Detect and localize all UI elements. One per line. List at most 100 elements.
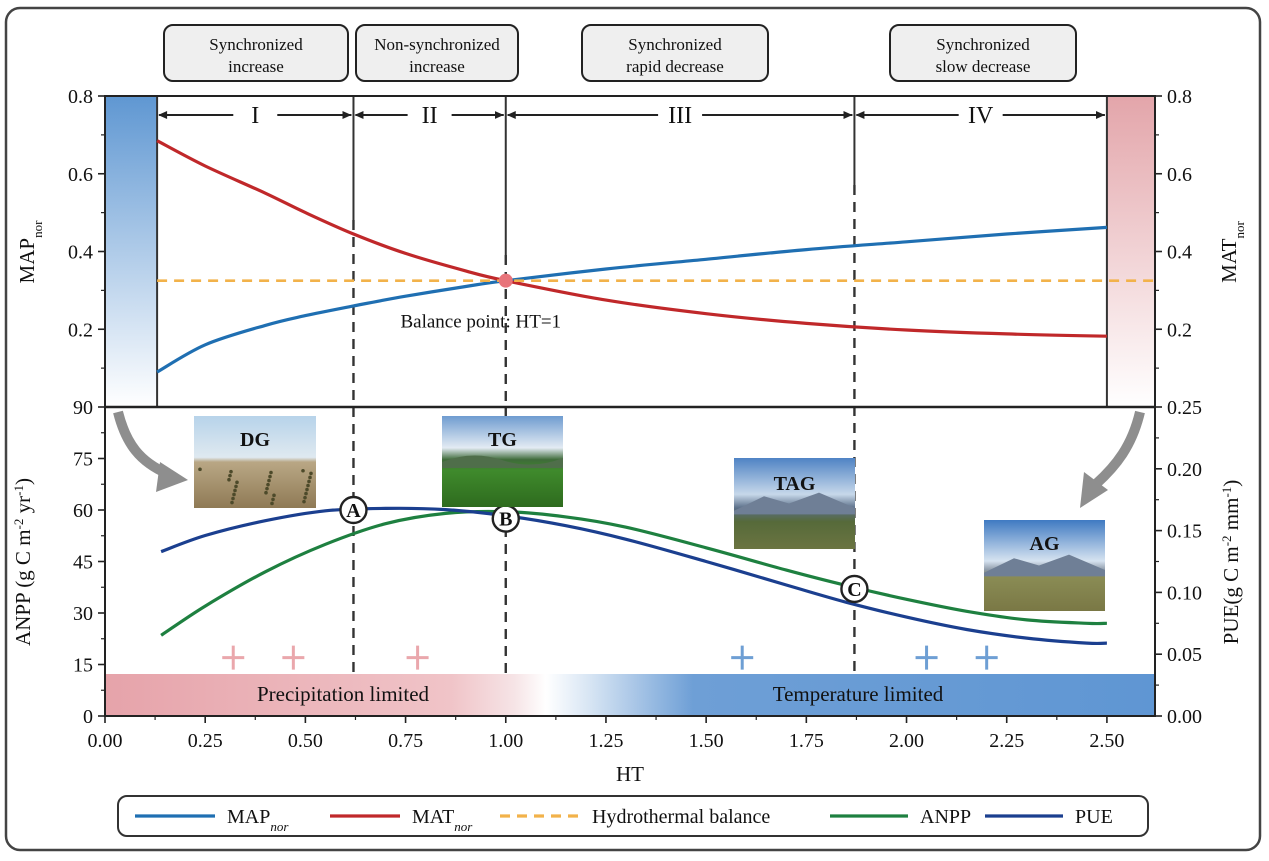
shrub-dot [231, 496, 235, 501]
phase-box: Synchronized increase [163, 24, 349, 82]
y-tick-label-left-top: 0.8 [68, 86, 93, 108]
mountain-shape [734, 492, 855, 515]
point-marker-label: A [346, 500, 361, 522]
plus-marker [406, 645, 429, 670]
y-tick-label-left-top: 0.2 [68, 319, 93, 341]
legend-label: MAPnor [227, 806, 289, 834]
shrub-dot [303, 495, 307, 500]
y-axis-label-anpp: ANPP (g C m-2 yr-1) [11, 478, 36, 646]
x-tick-label: 1.50 [689, 730, 724, 752]
hill-shape [442, 455, 563, 468]
shrub-dot [309, 471, 313, 476]
y-tick-label-right-bottom: 0.20 [1167, 459, 1202, 481]
y-tick-label-left-bottom: 90 [73, 397, 93, 419]
photo-tg: TG [442, 416, 563, 507]
mat-gradient-column [1106, 96, 1155, 407]
photo-tag: TAG [734, 458, 855, 549]
x-tick-label: 0.75 [388, 730, 423, 752]
y-tick-label-left-top: 0.4 [68, 242, 93, 264]
shrub-dot [228, 473, 232, 478]
y-tick-label-left-top: 0.6 [68, 164, 93, 186]
shrub-dot [227, 477, 231, 482]
shrub-dot [233, 488, 237, 493]
shrub-dot [269, 470, 273, 475]
point-marker-circle [840, 574, 869, 604]
x-tick-label: 0.25 [188, 730, 223, 752]
legend-label: ANPP [920, 806, 971, 828]
shrub-dot [304, 491, 308, 496]
photo-label: AG [1030, 533, 1060, 555]
plus-marker [222, 645, 245, 670]
shrub-dot [264, 490, 268, 495]
shrub-dot [272, 493, 276, 498]
phase-box: Non-synchronized increase [355, 24, 519, 82]
y-tick-label-left-bottom: 60 [73, 500, 93, 522]
shrub-dot [232, 492, 236, 497]
background-layer [105, 96, 1155, 716]
limitation-band [105, 674, 1155, 716]
phase-label-line1: Non-synchronized [374, 35, 500, 54]
legend-label: PUE [1075, 806, 1113, 828]
legend-label: MATnor [412, 806, 473, 834]
y-tick-label-right-top: 0.8 [1167, 86, 1192, 108]
y-axis-label-map: MAPnor [15, 220, 45, 284]
annotation-layer: Balance point: HT=1 Synchronized increase I… [113, 24, 1145, 706]
phase-box-frame [355, 24, 519, 82]
phase-box: Synchronized rapid decrease [581, 24, 769, 82]
y-tick-label-left-bottom: 45 [73, 552, 93, 574]
y-tick-label-right-bottom: 0.00 [1167, 706, 1202, 728]
point-marker-a: A [339, 495, 368, 525]
x-tick-label: 2.50 [1089, 730, 1124, 752]
shrub-dot [230, 500, 234, 505]
shrub-dot [268, 474, 272, 479]
mountain-shape [984, 554, 1105, 577]
anpp-series-line [160, 509, 1107, 637]
legend-item: Hydrothermal balance [500, 806, 770, 828]
shrub-dot [265, 486, 269, 491]
curved-arrow-left-head [156, 462, 188, 492]
phase-label-line1: Synchronized [209, 35, 303, 54]
shrub-dot [307, 479, 311, 484]
phase-box-frame [889, 24, 1077, 82]
curved-arrow-right [1092, 410, 1145, 488]
legend-label: Hydrothermal balance [592, 806, 770, 828]
x-tick-label: 0.50 [288, 730, 323, 752]
y-tick-label-left-bottom: 75 [73, 449, 93, 471]
phase-box-frame [163, 24, 349, 82]
x-axis-label: HT [616, 762, 644, 786]
shrub-dot [270, 501, 274, 506]
balance-point-marker [498, 273, 513, 288]
legend-frame [117, 795, 1149, 837]
y-tick-label-right-top: 0.6 [1167, 164, 1192, 186]
photo-image [194, 416, 316, 508]
y-tick-label-right-bottom: 0.15 [1167, 521, 1202, 543]
x-tick-label: 2.00 [889, 730, 924, 752]
balance-point-label: Balance point: HT=1 [400, 312, 561, 333]
point-marker-c: C [840, 574, 869, 604]
y-tick-label-right-bottom: 0.05 [1167, 644, 1202, 666]
phase-label-line1: Synchronized [628, 35, 722, 54]
legend: MAPnor MATnor Hydrothermal balance ANPP PUE [117, 795, 1149, 837]
y-tick-label-left-bottom: 0 [83, 706, 93, 728]
phase-label-line2: increase [228, 57, 284, 76]
shrub-dot [308, 475, 312, 480]
legend-item: MATnor [330, 806, 473, 834]
y-tick-label-right-bottom: 0.25 [1167, 397, 1202, 419]
phase-box: Synchronized slow decrease [889, 24, 1077, 82]
shrub-dot [267, 478, 271, 483]
shrub-dot [234, 484, 238, 489]
phase-label-line2: increase [409, 57, 465, 76]
x-tick-label: 1.00 [488, 730, 523, 752]
plus-marker [731, 645, 754, 670]
y-axis-label-pue: PUE(g C m-2 mm-1) [1219, 480, 1244, 645]
phase-label-line1: Synchronized [936, 35, 1030, 54]
photo-label: TG [488, 429, 517, 451]
map-gradient-column [105, 96, 158, 407]
photo-dg: DG [194, 416, 316, 508]
point-marker-circle [339, 495, 368, 525]
shrub-dot [305, 487, 309, 492]
axes-layer: 0.8 0.6 0.4 0.2 0.8 0.6 0.4 0.2 90 75 60 45 30 15 0 0.2… [11, 86, 1247, 786]
x-tick-label: 1.75 [789, 730, 824, 752]
